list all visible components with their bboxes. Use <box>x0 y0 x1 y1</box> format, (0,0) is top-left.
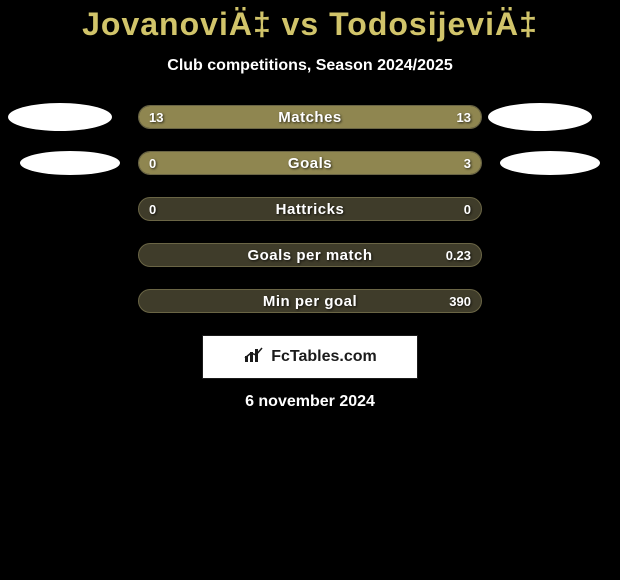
player-ellipse-right <box>500 151 600 175</box>
logo-text: FcTables.com <box>271 348 377 366</box>
stat-bar: 13Matches13 <box>138 105 482 129</box>
subtitle: Club competitions, Season 2024/2025 <box>0 57 620 75</box>
stat-row: 0Hattricks0 <box>0 197 620 221</box>
player-ellipse-left <box>8 103 112 131</box>
stat-label: Matches <box>139 106 481 129</box>
stat-value-right: 3 <box>464 152 471 175</box>
stat-bar: 0Hattricks0 <box>138 197 482 221</box>
stat-row: 13Matches13 <box>0 105 620 129</box>
stat-value-right: 0.23 <box>446 244 471 267</box>
stat-label: Min per goal <box>139 290 481 313</box>
stat-label: Goals <box>139 152 481 175</box>
player-ellipse-left <box>20 151 120 175</box>
stat-bar: Goals per match0.23 <box>138 243 482 267</box>
page-title: JovanoviÄ‡ vs TodosijeviÄ‡ <box>0 0 620 43</box>
stat-label: Hattricks <box>139 198 481 221</box>
stat-rows: 13Matches130Goals30Hattricks0Goals per m… <box>0 105 620 313</box>
stat-row: Goals per match0.23 <box>0 243 620 267</box>
stat-value-right: 390 <box>449 290 471 313</box>
stat-bar: 0Goals3 <box>138 151 482 175</box>
player-ellipse-right <box>488 103 592 131</box>
stat-row: 0Goals3 <box>0 151 620 175</box>
chart-icon <box>243 346 265 369</box>
stat-row: Min per goal390 <box>0 289 620 313</box>
stat-bar: Min per goal390 <box>138 289 482 313</box>
stat-value-right: 13 <box>457 106 471 129</box>
stat-label: Goals per match <box>139 244 481 267</box>
logo-box[interactable]: FcTables.com <box>202 335 418 379</box>
stat-value-right: 0 <box>464 198 471 221</box>
date-label: 6 november 2024 <box>0 393 620 411</box>
